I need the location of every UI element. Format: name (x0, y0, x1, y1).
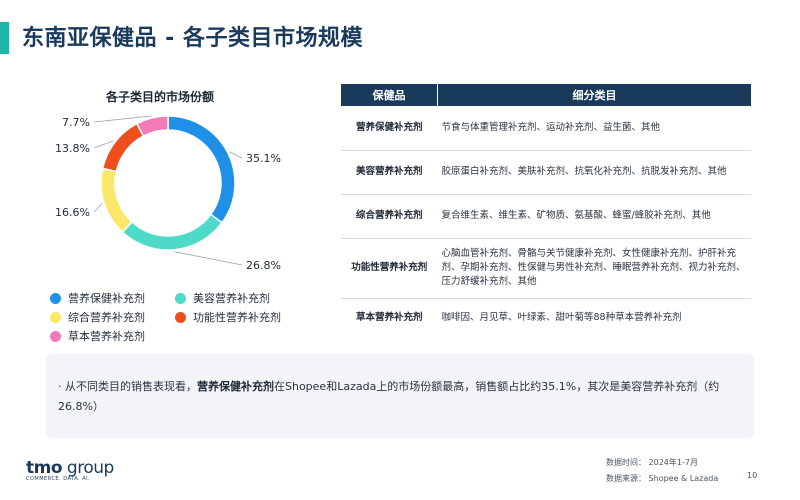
donut-slice-beauty (121, 213, 224, 251)
legend-label: 美容营养补充剂 (193, 292, 270, 305)
table-cell-details: 节食与体重管理补充剂、运动补充剂、益生菌、其他 (437, 106, 751, 151)
category-table: 保健品 细分类目 营养保健补充剂 节食与体重管理补充剂、运动补充剂、益生菌、其他… (341, 84, 751, 338)
data-label-functional: 13.8% (55, 142, 90, 155)
data-time-line: 数据时间： 2024年1-7月 (606, 458, 698, 467)
legend-label: 营养保健补充剂 (68, 292, 145, 305)
table-header-details: 细分类目 (437, 84, 751, 106)
data-label-herbal: 7.7% (62, 116, 90, 129)
legend-swatch (175, 292, 186, 304)
leader-line-functional (93, 140, 114, 149)
table-header-row: 保健品 细分类目 (341, 84, 751, 106)
legend-item-nutrition: 营养保健补充剂 (50, 290, 175, 306)
legend-swatch (50, 330, 61, 342)
table-cell-category: 功能性营养补充剂 (341, 238, 438, 299)
data-label-beauty: 26.8% (246, 259, 281, 272)
page-title: 东南亚保健品 - 各子类目市场规模 (22, 26, 363, 51)
legend-item-functional: 功能性营养补充剂 (175, 309, 315, 325)
logo-group-text: group (62, 458, 114, 478)
table-cell-details: 胶原蛋白补充剂、美肤补充剂、抗氧化补充剂、抗脱发补充剂、其他 (437, 150, 751, 195)
table-cell-details: 咖啡因、月见草、叶绿素、甜叶菊等88种草本营养补充剂 (441, 312, 682, 324)
chart-legend: 营养保健补充剂 美容营养补充剂综合营养补充剂 功能性营养补充剂草本营养补充剂 (50, 290, 320, 344)
legend-item-beauty: 美容营养补充剂 (175, 290, 315, 306)
data-label-general: 16.6% (55, 206, 90, 219)
legend-swatch (50, 292, 61, 304)
note-highlight: 营养保健补充剂 (197, 380, 274, 393)
legend-label: 草本营养补充剂 (68, 330, 145, 343)
summary-note: · 从不同类目的销售表现看，营养保健补充剂在Shopee和Lazada上的市场份… (58, 377, 738, 417)
donut-slice-functional (101, 122, 145, 173)
tmo-group-logo: tmo group COMMERCE. DATA. AI. (26, 458, 114, 482)
leader-line-herbal (93, 115, 152, 123)
donut-slice-general (100, 167, 134, 234)
legend-swatch (175, 311, 186, 323)
table-row: 营养保健补充剂 节食与体重管理补充剂、运动补充剂、益生菌、其他 (341, 106, 751, 151)
legend-label: 综合营养补充剂 (68, 311, 145, 324)
logo-tagline: COMMERCE. DATA. AI. (26, 476, 91, 482)
title-accent-bar (0, 22, 9, 54)
note-prefix: 从不同类目的销售表现看， (65, 380, 197, 393)
donut-slice-nutrition (167, 115, 236, 224)
donut-chart: 35.1% 26.8% 16.6% 13.8% 7.7% (55, 115, 281, 272)
table-cell-category: 营养保健补充剂 (341, 106, 438, 151)
page-number: 10 (747, 471, 758, 480)
table-row: 美容营养补充剂 胶原蛋白补充剂、美肤补充剂、抗氧化补充剂、抗脱发补充剂、其他 (341, 150, 751, 195)
note-suffix: 在Shopee和Lazada上的市场份额最高，销售额占比约35.1%，其次是美容… (58, 380, 720, 413)
table-header-category: 保健品 (341, 84, 438, 106)
legend-item-general: 综合营养补充剂 (50, 309, 175, 325)
data-label-nutrition: 35.1% (246, 152, 281, 165)
legend-label: 功能性营养补充剂 (193, 311, 281, 324)
table-cell-category: 综合营养补充剂 (341, 194, 438, 239)
note-bullet: · (58, 380, 62, 393)
leader-line-beauty (174, 251, 243, 266)
table-cell-details: 心脑血管补充剂、骨骼与关节健康补充剂、女性健康补充剂、护肝补充剂、孕期补充剂、性… (437, 238, 751, 299)
table-cell-details: 复合维生素、维生素、矿物质、氨基酸、蜂蜜/蜂胶补充剂、其他 (437, 194, 751, 239)
legend-swatch (50, 311, 61, 323)
donut-slice-herbal (135, 115, 169, 138)
table-row: 综合营养补充剂 复合维生素、维生素、矿物质、氨基酸、蜂蜜/蜂胶补充剂、其他 (341, 194, 751, 239)
chart-title: 各子类目的市场份额 (105, 90, 214, 104)
logo-main-text: tmo (26, 458, 63, 478)
legend-item-herbal: 草本营养补充剂 (50, 328, 175, 344)
summary-note-box (46, 354, 754, 438)
data-source-info: 数据时间： 2024年1-7月 数据来源： Shopee & Lazada (606, 455, 718, 487)
leader-line-nutrition (229, 151, 243, 159)
leader-line-general (93, 203, 103, 213)
table-cell-category: 美容营养补充剂 (341, 150, 438, 195)
data-source-line: 数据来源： Shopee & Lazada (606, 474, 719, 483)
table-row: 功能性营养补充剂 心脑血管补充剂、骨骼与关节健康补充剂、女性健康补充剂、护肝补充… (341, 238, 751, 299)
table-cell-category: 草本营养补充剂 (355, 312, 423, 324)
table-row: 草本营养补充剂 咖啡因、月见草、叶绿素、甜叶菊等88种草本营养补充剂 (341, 298, 751, 338)
